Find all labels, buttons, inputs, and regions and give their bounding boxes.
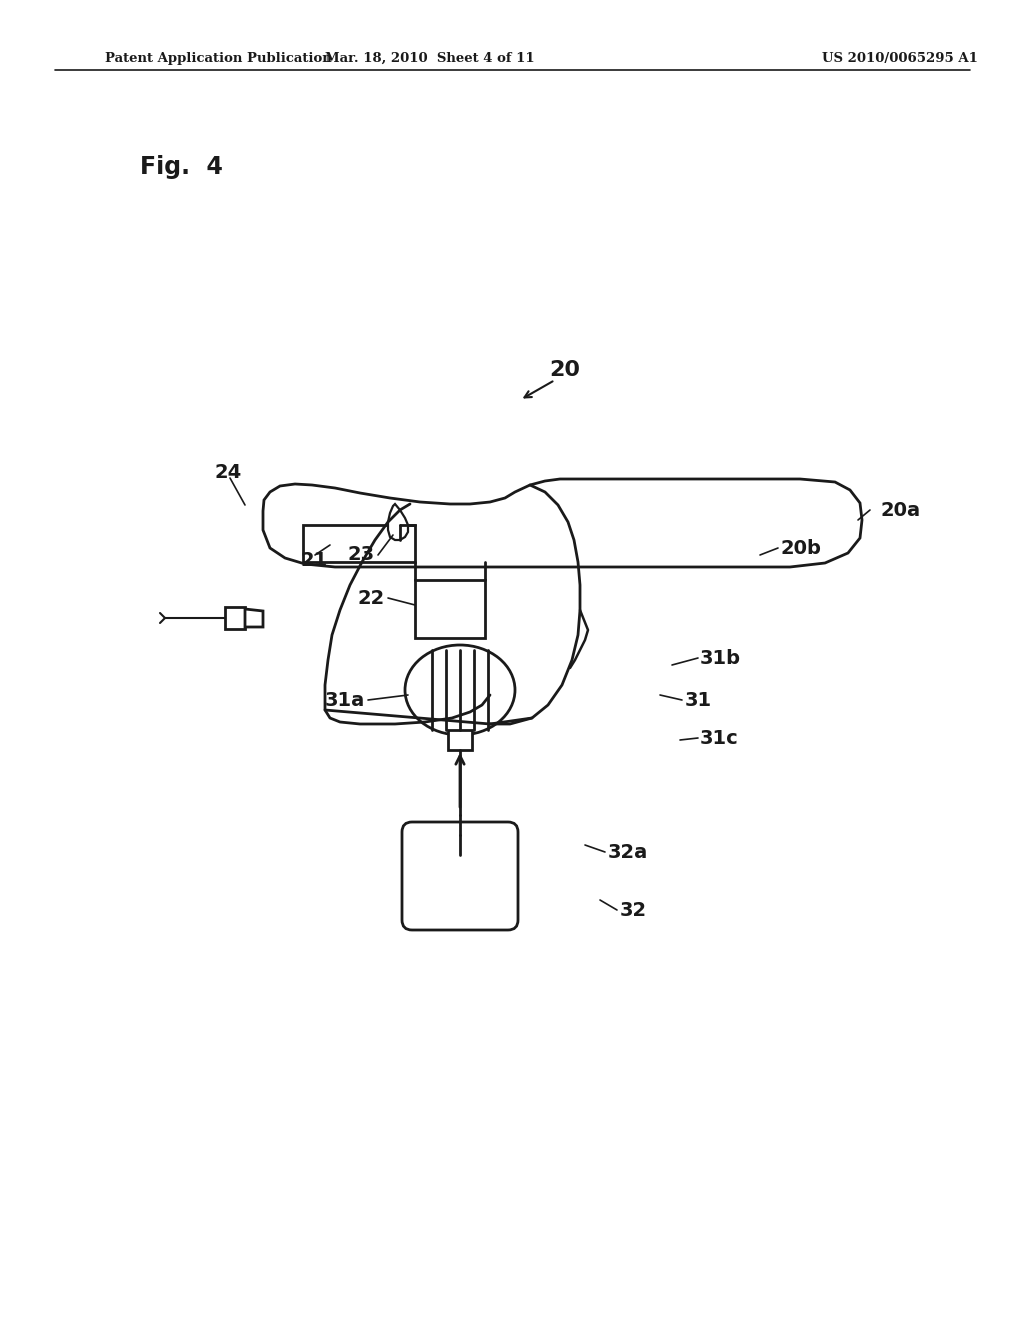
Text: US 2010/0065295 A1: US 2010/0065295 A1 [822,51,978,65]
Text: 32a: 32a [608,842,648,862]
Text: 31b: 31b [700,648,741,668]
Text: 22: 22 [357,589,385,607]
Polygon shape [263,479,862,568]
Polygon shape [245,609,263,627]
Polygon shape [303,525,415,562]
FancyBboxPatch shape [402,822,518,931]
Polygon shape [388,504,408,540]
Ellipse shape [406,645,515,735]
Text: 31: 31 [685,690,712,710]
Text: 24: 24 [215,462,243,482]
Text: 21: 21 [300,550,328,569]
Polygon shape [415,579,485,638]
Text: 23: 23 [348,545,375,565]
Text: Fig.  4: Fig. 4 [140,154,223,180]
Text: Patent Application Publication: Patent Application Publication [105,51,332,65]
Polygon shape [449,730,472,750]
Text: 31a: 31a [325,690,365,710]
Text: 32: 32 [620,900,647,920]
Polygon shape [225,607,245,630]
Text: 20: 20 [550,360,581,380]
Text: 20b: 20b [780,539,821,557]
Text: 31c: 31c [700,729,738,747]
Text: Mar. 18, 2010  Sheet 4 of 11: Mar. 18, 2010 Sheet 4 of 11 [326,51,535,65]
Text: 20a: 20a [880,500,921,520]
